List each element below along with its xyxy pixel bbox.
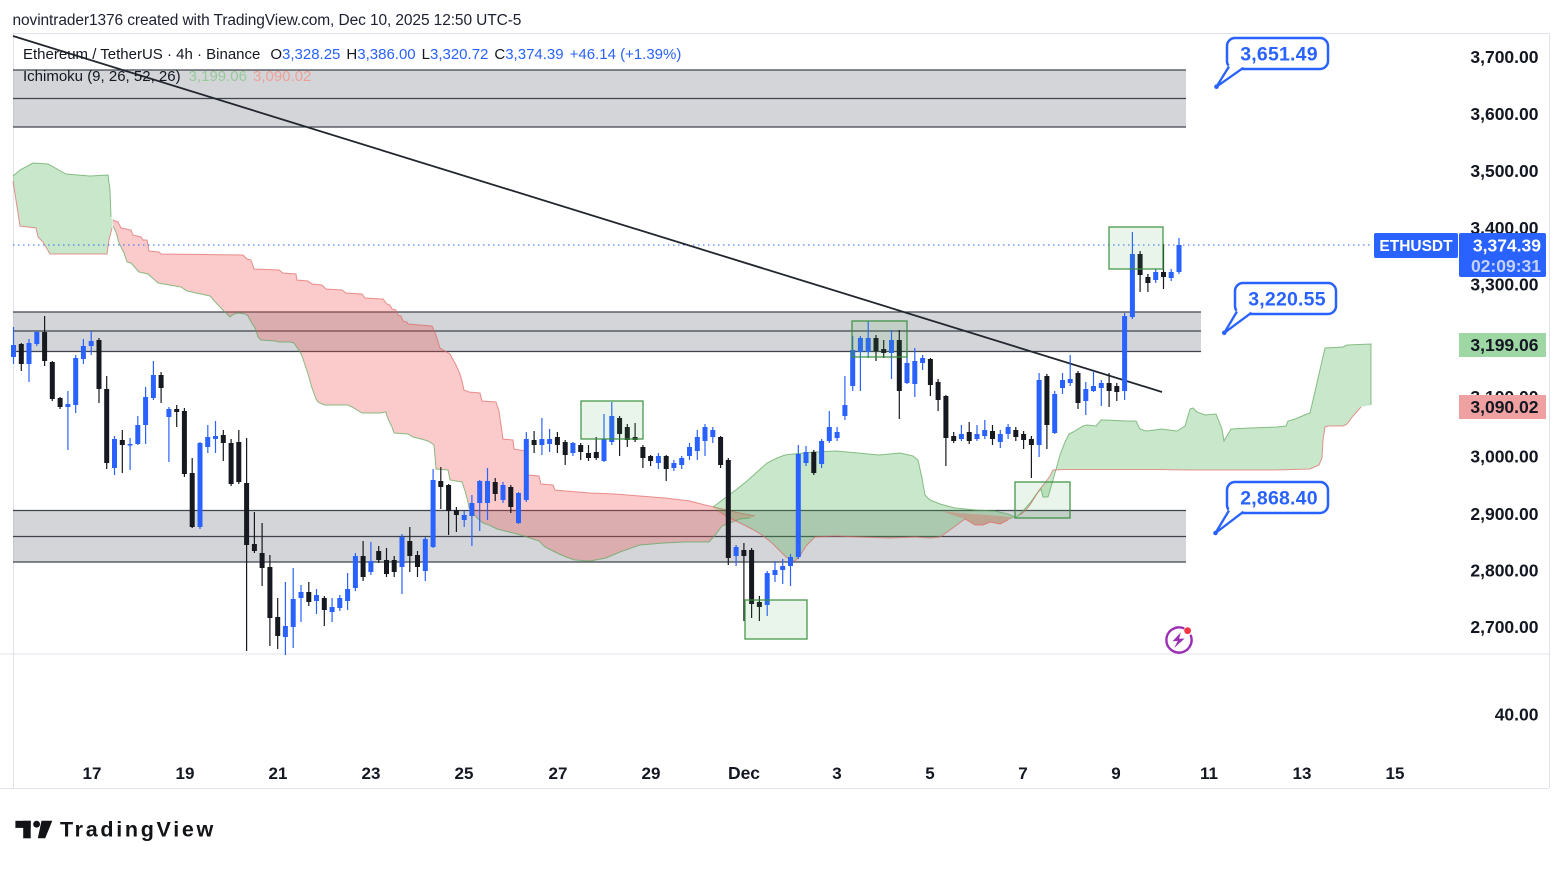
svg-text:novintrader1376 created with T: novintrader1376 created with TradingView…	[13, 12, 522, 29]
svg-text:3,300.00: 3,300.00	[1470, 275, 1538, 295]
svg-text:Dec: Dec	[728, 763, 760, 783]
svg-text:3,651.49: 3,651.49	[1240, 44, 1318, 66]
svg-text:21: 21	[269, 764, 288, 783]
svg-text:7: 7	[1018, 764, 1027, 783]
svg-text:3,600.00: 3,600.00	[1470, 104, 1538, 124]
svg-text:3,374.39: 3,374.39	[1473, 236, 1541, 256]
svg-text:3,199.06: 3,199.06	[1470, 335, 1538, 355]
svg-text:2,800.00: 2,800.00	[1470, 561, 1538, 581]
svg-text:29: 29	[642, 764, 661, 783]
svg-text:5: 5	[925, 764, 934, 783]
svg-text:TradingView: TradingView	[60, 818, 216, 842]
svg-text:2,900.00: 2,900.00	[1470, 504, 1538, 524]
svg-text:3,000.00: 3,000.00	[1470, 447, 1538, 467]
svg-text:2,700.00: 2,700.00	[1470, 617, 1538, 637]
svg-text:02:09:31: 02:09:31	[1471, 256, 1541, 276]
svg-text:25: 25	[455, 764, 474, 783]
svg-text:40.00: 40.00	[1495, 705, 1539, 725]
svg-text:ETHUSDT: ETHUSDT	[1379, 238, 1453, 255]
svg-text:27: 27	[549, 764, 568, 783]
svg-text:Ethereum / TetherUS · 4h · Bin: Ethereum / TetherUS · 4h · Binance O3,328…	[23, 46, 681, 63]
svg-text:17: 17	[83, 764, 102, 783]
svg-text:Ichimoku (9, 26, 52, 26)3,199.: Ichimoku (9, 26, 52, 26) 3,199.06 3,090.02	[23, 68, 311, 85]
svg-text:3,220.55: 3,220.55	[1248, 289, 1326, 311]
svg-text:11: 11	[1200, 764, 1218, 783]
svg-text:15: 15	[1386, 764, 1405, 783]
svg-text:2,868.40: 2,868.40	[1240, 488, 1318, 510]
svg-text:3,500.00: 3,500.00	[1470, 161, 1538, 181]
svg-text:3,090.02: 3,090.02	[1470, 397, 1538, 417]
svg-text:3: 3	[832, 764, 841, 783]
svg-text:13: 13	[1293, 764, 1312, 783]
svg-text:19: 19	[176, 764, 195, 783]
svg-text:9: 9	[1111, 764, 1120, 783]
svg-text:3,700.00: 3,700.00	[1470, 47, 1538, 67]
svg-text:23: 23	[362, 764, 381, 783]
